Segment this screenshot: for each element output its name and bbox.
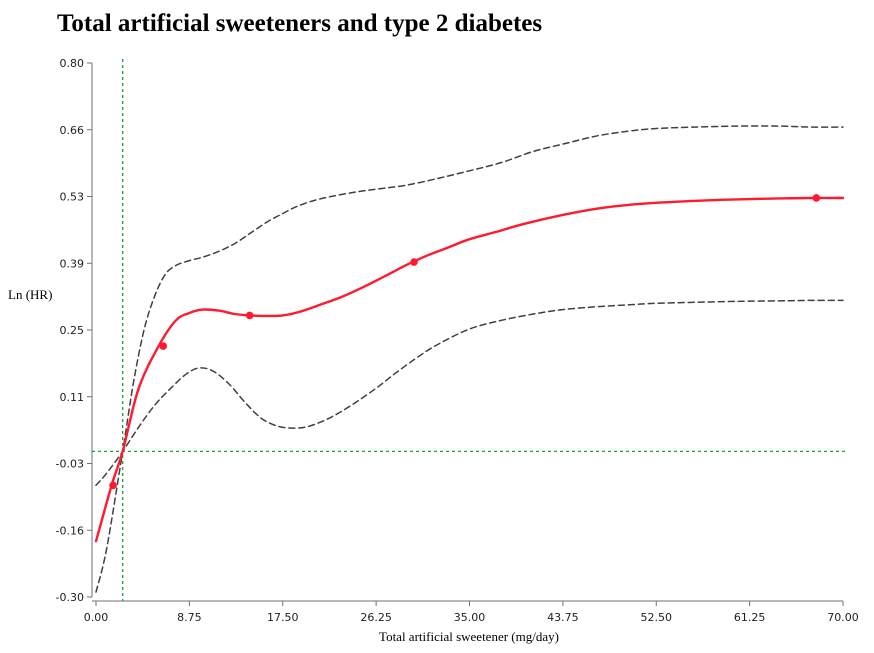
chart-title: Total artificial sweeteners and type 2 d…: [57, 10, 543, 37]
data-point: [245, 311, 254, 320]
y-axis-label: Ln (HR): [8, 287, 52, 302]
x-tick-label: 70.00: [827, 611, 859, 624]
estimate-line: [94, 196, 845, 543]
y-tick-label: 0.11: [60, 391, 85, 404]
markers: [109, 194, 821, 490]
x-tick-label: 61.25: [734, 611, 766, 624]
reference-lines: [92, 59, 847, 601]
x-tick-label: 52.50: [641, 611, 673, 624]
upper-ci-line: [95, 125, 844, 593]
x-tick-label: 26.25: [360, 611, 392, 624]
y-tick-label: -0.03: [56, 458, 84, 471]
data-point: [410, 258, 418, 266]
x-tick-label: 43.75: [547, 611, 579, 624]
series-layer: [94, 125, 845, 593]
y-tick-label: 0.66: [60, 124, 85, 137]
y-tick-label: -0.30: [56, 591, 84, 604]
lower-ci-line: [95, 299, 844, 487]
y-tick-label: 0.25: [60, 324, 85, 337]
y-tick-label: -0.16: [56, 524, 84, 537]
data-point: [109, 481, 117, 490]
data-point: [159, 342, 168, 350]
x-tick-label: 35.00: [454, 611, 486, 624]
axes: 0.80 0.66 0.53 0.39 0.25 0.11 -0.03 -0.16 -0.300…: [56, 57, 859, 624]
y-tick-label: 0.53: [60, 191, 85, 204]
data-point: [812, 194, 821, 202]
x-tick-label: 8.75: [177, 611, 202, 624]
x-axis-label: Total artificial sweetener (mg/day): [379, 629, 559, 644]
x-tick-label: 17.50: [267, 611, 299, 624]
y-tick-label: 0.80: [60, 57, 85, 70]
y-tick-label: 0.39: [60, 257, 85, 270]
x-tick-label: 0.00: [84, 611, 109, 624]
